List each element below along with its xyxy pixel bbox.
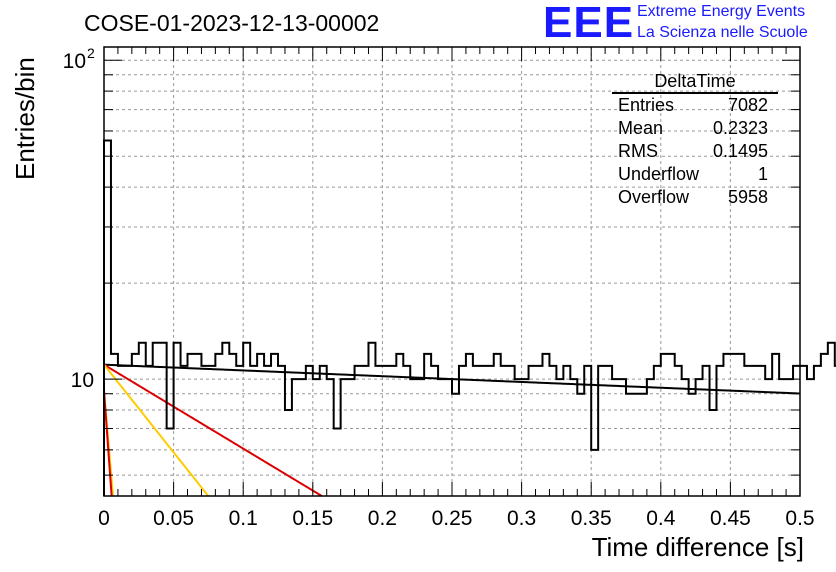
x-tick-label: 0.15 <box>292 507 333 530</box>
x-tick-label: 0.35 <box>571 507 612 530</box>
fit-curve-5 <box>103 390 113 497</box>
stats-value: 0.2323 <box>712 118 768 138</box>
stats-value: 0.1495 <box>712 141 768 161</box>
stats-label: RMS <box>618 141 658 161</box>
y-tick-exponent: 2 <box>87 45 95 61</box>
x-tick-label: 0.3 <box>507 507 536 530</box>
stats-row-mean: Mean 0.2323 <box>610 117 778 140</box>
x-tick-label: 0.25 <box>432 507 473 530</box>
logo-line-1: Extreme Energy Events <box>637 3 806 20</box>
stats-row-entries: Entries 7082 <box>610 94 778 117</box>
x-axis-label: Time difference [s] <box>591 532 804 562</box>
stats-value: 1 <box>757 164 768 184</box>
stats-row-overflow: Overflow 5958 <box>610 186 778 209</box>
x-tick-labels: 0 0.05 0.1 0.15 0.2 0.25 0.3 0.35 0.4 0.45 0.5 <box>98 507 814 530</box>
x-tick-label: 0.05 <box>153 507 194 530</box>
fit-curve-2 <box>103 363 323 497</box>
x-tick-label: 0.5 <box>785 507 814 530</box>
stats-value: 7082 <box>727 95 768 115</box>
x-tick-label: 0.45 <box>710 507 751 530</box>
axis-ticks <box>103 47 801 496</box>
histogram-line <box>103 139 836 496</box>
logo-line-2: La Scienza nelle Scuole <box>637 24 808 41</box>
y-tick-label: 10 <box>71 369 94 392</box>
stats-value: 5958 <box>727 187 768 207</box>
fit-curve-3 <box>103 364 210 497</box>
stats-box-title: DeltaTime <box>612 70 778 94</box>
x-tick-label: 0 <box>98 507 110 530</box>
y-axis-label-box: Entries/bin <box>6 30 40 190</box>
stats-row-underflow: Underflow 1 <box>610 163 778 186</box>
stats-label: Overflow <box>618 187 690 207</box>
x-tick-label: 0.1 <box>229 507 258 530</box>
eee-logo: EEE <box>543 0 635 47</box>
x-tick-label: 0.4 <box>646 507 676 530</box>
stats-box: DeltaTime Entries 7082 Mean 0.2323 RMS 0.14… <box>610 70 778 209</box>
stats-row-rms: RMS 0.1495 <box>610 140 778 163</box>
stats-label: Mean <box>618 118 664 138</box>
stats-label: Entries <box>618 95 675 115</box>
y-tick-label: 10 <box>63 50 86 73</box>
chart-title: COSE-01-2023-12-13-00002 <box>84 10 380 36</box>
stats-label: Underflow <box>618 164 700 184</box>
x-tick-label: 0.2 <box>368 507 397 530</box>
y-axis-label: Entries/bin <box>10 57 40 180</box>
